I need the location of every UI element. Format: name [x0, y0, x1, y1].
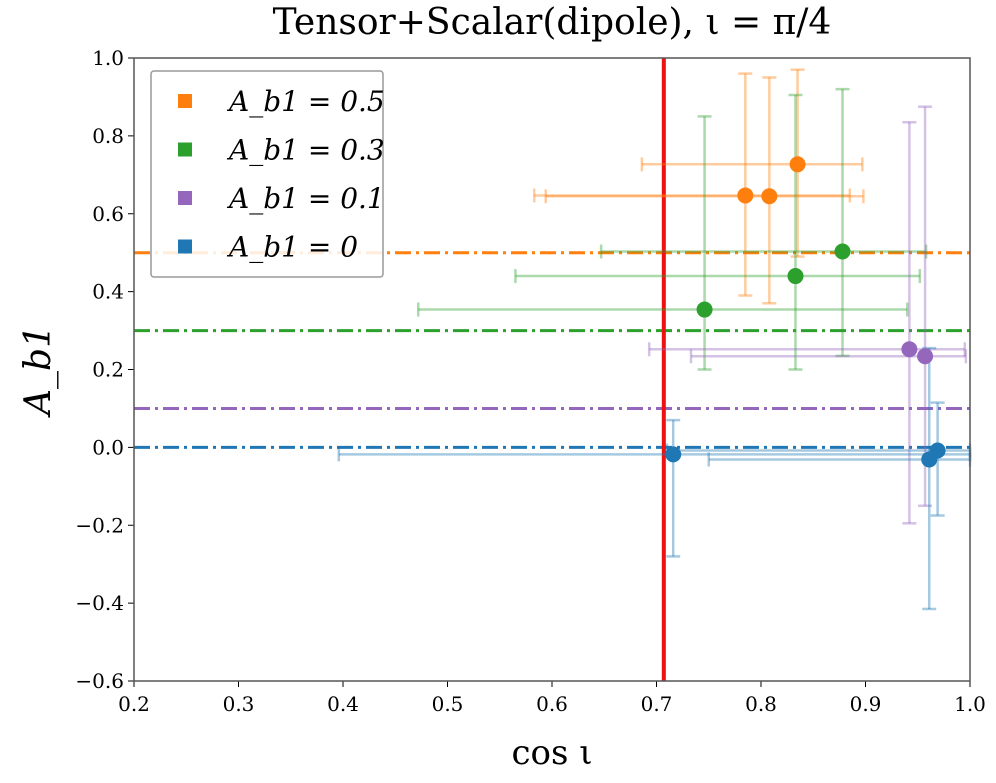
y-tick-label: 0.0 — [92, 435, 124, 459]
error-bar — [337, 418, 972, 558]
x-axis-label: cos ι — [511, 733, 592, 773]
error-bar — [707, 346, 972, 611]
error-bar — [647, 120, 967, 525]
point — [789, 156, 806, 173]
error-bar — [689, 105, 968, 508]
y-tick-label: −0.2 — [75, 513, 124, 537]
x-tick-label: 1.0 — [954, 692, 986, 716]
legend-marker — [178, 239, 192, 254]
point — [834, 243, 851, 260]
error-bar — [640, 68, 864, 258]
legend-marker — [178, 94, 192, 108]
x-tick-label: 0.2 — [118, 692, 150, 716]
x-tick-label: 0.4 — [327, 692, 359, 716]
legend-marker — [178, 142, 192, 157]
legend-marker — [178, 191, 192, 205]
point — [901, 341, 918, 358]
point — [761, 188, 778, 205]
point — [917, 348, 934, 365]
point — [929, 442, 946, 459]
error-bar — [514, 93, 922, 371]
point — [665, 446, 682, 463]
x-tick-label: 0.6 — [536, 692, 568, 716]
point — [787, 268, 804, 285]
legend-label: A_b1 = 0 — [226, 231, 358, 264]
y-tick-label: 0.2 — [92, 358, 124, 382]
y-axis-label: A_b1 — [18, 325, 59, 418]
legend-label: A_b1 = 0.1 — [226, 182, 385, 215]
error-bar — [416, 115, 909, 371]
y-tick-label: 0.4 — [92, 280, 124, 304]
plot-frame — [133, 57, 971, 682]
x-tick-label: 0.5 — [432, 692, 464, 716]
y-tick-label: −0.6 — [75, 669, 124, 693]
y-tick-label: −0.4 — [75, 591, 124, 615]
y-tick-label: 1.0 — [92, 46, 124, 70]
error-bar — [532, 72, 852, 297]
legend-label: A_b1 = 0.3 — [226, 134, 385, 167]
error-bar — [599, 87, 928, 358]
x-tick-label: 0.7 — [641, 692, 673, 716]
legend-label: A_b1 = 0.5 — [226, 85, 385, 118]
legend-box — [150, 70, 384, 278]
chart-title: Tensor+Scalar(dipole), ι = π/4 — [273, 2, 832, 43]
point — [696, 301, 713, 318]
y-tick-label: 0.8 — [92, 124, 124, 148]
y-tick-label: 0.6 — [92, 202, 124, 226]
x-tick-label: 0.3 — [223, 692, 255, 716]
point — [737, 187, 754, 204]
x-tick-label: 0.9 — [850, 692, 882, 716]
x-tick-label: 0.8 — [745, 692, 777, 716]
